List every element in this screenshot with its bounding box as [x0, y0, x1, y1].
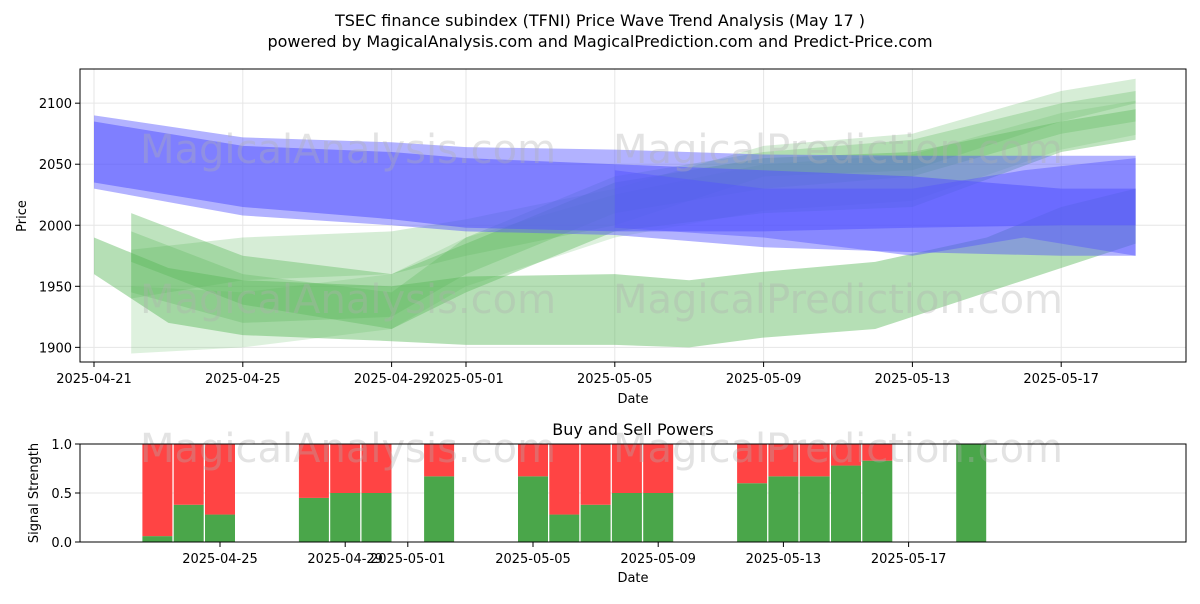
sell-power-bar [643, 444, 674, 493]
sell-power-bar [831, 444, 861, 466]
price-ytick-label: 1900 [39, 341, 72, 356]
price-xtick-label: 2025-04-29 [354, 372, 430, 387]
price-ytick-label: 2000 [39, 219, 72, 234]
signal-xtick-label: 2025-04-25 [182, 552, 258, 567]
price-xtick-label: 2025-04-21 [56, 372, 132, 387]
price-xtick-label: 2025-05-09 [726, 372, 802, 387]
sell-power-bar [298, 444, 329, 498]
sell-power-bar [205, 444, 235, 515]
price-watermarks: MagicalAnalysis.com MagicalPrediction.co… [140, 127, 1063, 323]
buy-power-bar [862, 460, 893, 542]
sell-power-bar [768, 444, 799, 477]
watermark-prediction: MagicalPrediction.com [613, 426, 1063, 472]
price-ytick-label: 1950 [39, 280, 72, 295]
buy-power-bar [549, 514, 580, 542]
signal-xtick-label: 2025-05-05 [495, 552, 571, 567]
price-xlabel: Date [617, 392, 648, 407]
signal-xtick-label: 2025-05-01 [370, 552, 446, 567]
blue-wave-band [94, 121, 1136, 232]
price-ylabel: Price [15, 200, 30, 232]
signal-ylabel: Signal Strength [27, 443, 42, 543]
buy-power-bar [831, 465, 861, 542]
signal-ytick-label: 0.5 [51, 487, 72, 502]
watermark-analysis: MagicalAnalysis.com [140, 127, 556, 173]
price-axis-ticks: 2025-04-21 2025-04-25 2025-04-292025-05-01… [39, 97, 1099, 387]
sell-power-bar [862, 444, 893, 461]
watermark-analysis: MagicalAnalysis.com [140, 277, 556, 323]
price-xtick-label: 2025-05-01 [428, 372, 504, 387]
watermark-analysis: MagicalAnalysis.com [140, 426, 556, 472]
blue-wave-band [94, 115, 1136, 256]
buy-power-bar [643, 493, 674, 542]
buy-power-bar [424, 476, 455, 542]
signal-xtick-label: 2025-05-09 [620, 552, 696, 567]
buy-power-bar [361, 493, 392, 542]
green-wave-band [94, 188, 1136, 348]
sell-power-bar [518, 444, 548, 477]
price-xtick-label: 2025-05-13 [875, 372, 951, 387]
signal-title: Buy and Sell Powers [552, 420, 714, 439]
sell-power-bar [799, 444, 830, 477]
price-xtick-label: 2025-05-17 [1023, 372, 1099, 387]
sell-power-bar [580, 444, 611, 505]
sell-power-bar [361, 444, 392, 493]
price-wave-bands [94, 78, 1136, 354]
chart-title: TSEC finance subindex (TFNI) Price Wave … [334, 11, 865, 30]
sell-power-bar [549, 444, 580, 515]
watermark-prediction: MagicalPrediction.com [613, 127, 1063, 173]
sell-power-bar [424, 444, 455, 477]
buy-power-bar [956, 444, 987, 542]
buy-power-bar [580, 504, 611, 542]
price-xtick-label: 2025-05-05 [577, 372, 653, 387]
sell-power-bar [611, 444, 642, 493]
sell-power-bar [142, 444, 173, 537]
buy-power-bar [611, 493, 642, 542]
chart-subtitle: powered by MagicalAnalysis.com and Magic… [267, 32, 932, 51]
signal-xtick-label: 2025-05-17 [871, 552, 947, 567]
sell-power-bar [737, 444, 768, 484]
buy-power-bar [330, 493, 361, 542]
sell-power-bar [330, 444, 361, 493]
price-ytick-label: 2100 [39, 97, 72, 112]
signal-ytick-label: 0.0 [51, 536, 72, 551]
buy-power-bar [799, 476, 830, 542]
signal-ytick-label: 1.0 [51, 438, 72, 453]
buy-power-bar [768, 476, 799, 542]
signal-watermarks: MagicalAnalysis.com MagicalPrediction.co… [140, 426, 1063, 472]
signal-xtick-label: 2025-04-29 [307, 552, 383, 567]
buy-power-bar [173, 504, 204, 542]
buy-power-bar [737, 483, 768, 542]
signal-bars [142, 444, 987, 542]
price-ytick-label: 2050 [39, 158, 72, 173]
signal-xlabel: Date [617, 571, 648, 586]
buy-power-bar [298, 497, 329, 542]
blue-wave-band [614, 158, 1136, 256]
buy-power-bar [142, 536, 173, 542]
watermark-prediction: MagicalPrediction.com [613, 277, 1063, 323]
signal-xtick-label: 2025-05-13 [746, 552, 822, 567]
price-axes-frame [79, 68, 1187, 363]
price-xtick-label: 2025-04-25 [205, 372, 281, 387]
buy-power-bar [205, 514, 235, 542]
buy-power-bar [518, 476, 548, 542]
sell-power-bar [173, 444, 204, 505]
